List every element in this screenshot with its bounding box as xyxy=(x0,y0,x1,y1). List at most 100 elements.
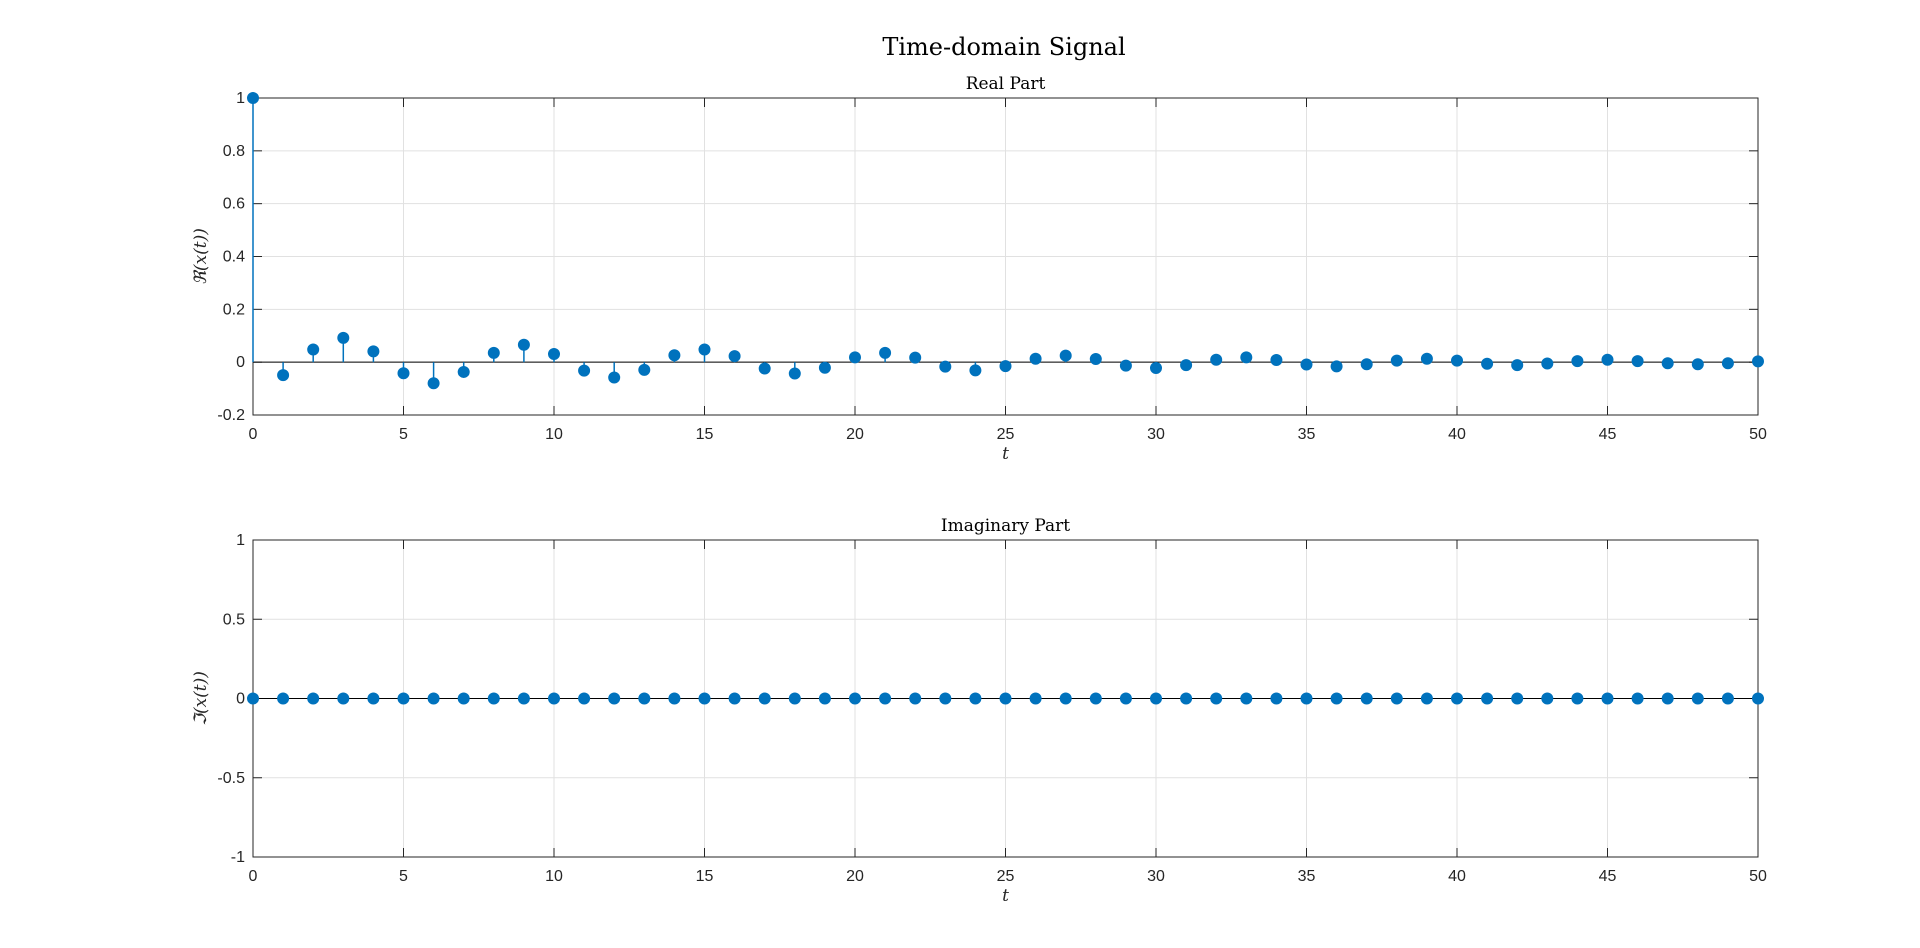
imag-stem-marker xyxy=(247,692,259,705)
real-stem-marker xyxy=(578,364,591,377)
real-ytick-label: 0.4 xyxy=(223,249,245,266)
imag-stem-marker xyxy=(367,692,380,705)
imag-stem-marker xyxy=(1210,692,1223,705)
real-stem-marker xyxy=(1059,349,1072,362)
imag-stem-marker xyxy=(517,692,530,705)
real-xtick-label: 15 xyxy=(696,426,714,443)
imag-stem-marker xyxy=(307,692,320,705)
real-stem-marker xyxy=(1420,352,1433,365)
imag-stem-marker xyxy=(1330,692,1343,705)
real-stem-marker xyxy=(1270,354,1283,367)
imag-stem-marker xyxy=(1119,692,1132,705)
imag-stem-marker xyxy=(1390,692,1403,705)
real-stem-marker xyxy=(277,369,290,382)
imag-stem-marker xyxy=(1752,692,1764,705)
imag-stem-marker xyxy=(879,692,892,705)
imag-stem-marker xyxy=(427,692,440,705)
real-stem-marker xyxy=(1752,355,1764,368)
real-stem-marker xyxy=(457,365,470,378)
imag-axes-title: Imaginary Part xyxy=(941,516,1070,536)
real-stem-marker xyxy=(1661,357,1674,370)
real-xtick-label: 5 xyxy=(399,426,408,443)
imag-stem-marker xyxy=(969,692,982,705)
imag-stem-marker xyxy=(849,692,861,705)
imag-stem-marker xyxy=(1029,692,1042,705)
real-xtick-label: 35 xyxy=(1298,426,1316,443)
imag-stem-marker xyxy=(1541,692,1554,705)
imag-stem-marker xyxy=(1721,692,1734,705)
imag-xlabel: t xyxy=(1002,886,1009,906)
real-stem-marker xyxy=(1451,354,1463,367)
imag-stem-marker xyxy=(668,692,681,705)
imag-xtick-label: 45 xyxy=(1599,868,1617,885)
real-stem-marker xyxy=(1511,359,1524,372)
real-stem-marker xyxy=(1150,361,1162,374)
imag-xtick-label: 35 xyxy=(1298,868,1316,885)
imag-stem-marker xyxy=(638,692,651,705)
imag-stem-marker xyxy=(728,692,741,705)
real-stem-marker xyxy=(1240,351,1253,364)
real-stem-marker xyxy=(1631,355,1644,368)
imag-ytick-label: -0.5 xyxy=(217,770,245,787)
real-xtick-label: 45 xyxy=(1599,426,1617,443)
real-stem-marker xyxy=(517,338,530,351)
real-stem-marker xyxy=(1541,357,1554,370)
real-stem-marker xyxy=(969,364,982,377)
imag-xtick-label: 40 xyxy=(1448,868,1466,885)
real-stem-marker xyxy=(758,362,771,375)
imag-xtick-label: 15 xyxy=(696,868,714,885)
imag-stem-marker xyxy=(818,692,831,705)
imag-stem-marker xyxy=(1481,692,1494,705)
real-xtick-label: 30 xyxy=(1147,426,1165,443)
real-ytick-label: -0.2 xyxy=(217,407,245,424)
real-xtick-label: 40 xyxy=(1448,426,1466,443)
imag-stem-marker xyxy=(1631,692,1644,705)
imag-ylabel: ℑ(x(t)) xyxy=(191,671,211,726)
real-axes-title: Real Part xyxy=(966,74,1046,94)
real-stem-marker xyxy=(788,367,801,380)
real-stem-marker xyxy=(638,363,651,376)
real-xtick-label: 0 xyxy=(249,426,258,443)
real-stem-marker xyxy=(849,351,861,364)
real-stem-marker xyxy=(1691,358,1704,371)
imag-ytick-label: 0.5 xyxy=(223,611,245,628)
real-xtick-label: 25 xyxy=(997,426,1015,443)
real-stem-marker xyxy=(1300,358,1313,371)
imag-xtick-label: 30 xyxy=(1147,868,1165,885)
real-ytick-label: 1 xyxy=(236,90,245,107)
real-stem-marker xyxy=(1029,352,1042,365)
imag-stem-marker xyxy=(698,692,711,705)
imag-stem-marker xyxy=(1089,692,1102,705)
real-stem-marker xyxy=(1119,359,1132,372)
real-part-axes: 0 5 10 15 20 25 30 35 40 45 50-0.200.20.40.60.81Re… xyxy=(191,74,1767,464)
real-stem-marker xyxy=(247,92,259,104)
imag-stem-marker xyxy=(909,692,922,705)
imag-ytick-label: 0 xyxy=(236,691,245,708)
imag-xtick-label: 0 xyxy=(249,868,258,885)
real-stem-marker xyxy=(1571,355,1584,368)
real-xlabel: t xyxy=(1002,444,1009,464)
imag-xtick-label: 5 xyxy=(399,868,408,885)
real-stem-marker xyxy=(668,349,681,362)
imag-stem-marker xyxy=(1661,692,1674,705)
imag-stem-marker xyxy=(1270,692,1283,705)
real-stem-marker xyxy=(728,350,741,363)
real-stem-marker xyxy=(397,367,410,380)
real-stem-marker xyxy=(1360,358,1373,371)
figure-title: Time-domain Signal xyxy=(882,33,1125,61)
real-ytick-label: 0 xyxy=(236,354,245,371)
imag-stem-marker xyxy=(1150,692,1162,705)
imag-stem-marker xyxy=(397,692,410,705)
real-ylabel: ℜ(x(t)) xyxy=(191,228,211,285)
imag-stem-marker xyxy=(487,692,500,705)
real-xtick-label: 10 xyxy=(545,426,563,443)
imag-stem-marker xyxy=(1059,692,1072,705)
imag-xtick-label: 10 xyxy=(545,868,563,885)
imag-stem-marker xyxy=(1571,692,1584,705)
imag-stem-marker xyxy=(277,692,290,705)
imag-stem-marker xyxy=(1451,692,1463,705)
real-stem-marker xyxy=(1721,357,1734,370)
imag-stem-marker xyxy=(578,692,591,705)
imag-stem-marker xyxy=(999,692,1012,705)
